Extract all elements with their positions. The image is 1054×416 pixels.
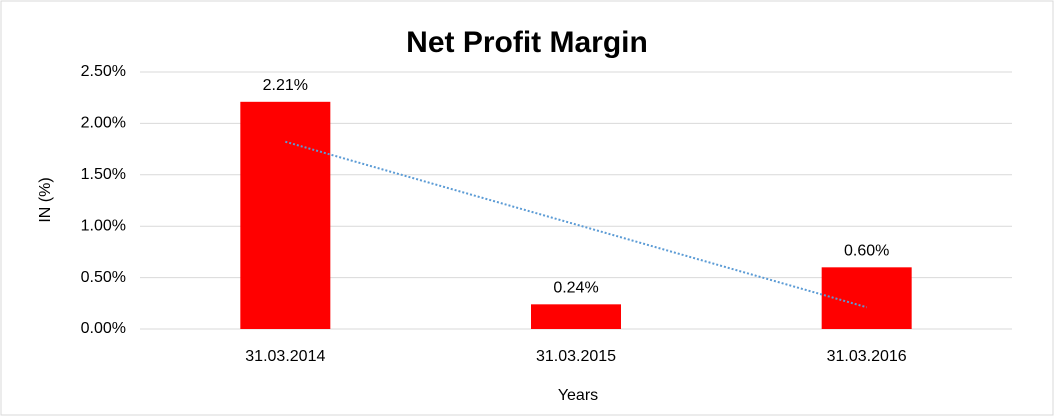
data-label: 0.24% bbox=[553, 280, 598, 297]
x-tick-label: 31.03.2015 bbox=[536, 348, 616, 365]
x-axis-title: Years bbox=[558, 387, 598, 404]
y-tick-label: 1.50% bbox=[81, 166, 126, 183]
chart-title: Net Profit Margin bbox=[406, 26, 648, 59]
y-tick-label: 1.00% bbox=[81, 217, 126, 234]
bar bbox=[240, 101, 331, 329]
y-tick-label: 0.50% bbox=[81, 269, 126, 286]
data-label: 0.60% bbox=[844, 243, 889, 260]
bar bbox=[531, 304, 621, 329]
y-tick-label: 0.00% bbox=[81, 320, 126, 337]
y-tick-label: 2.00% bbox=[81, 115, 126, 132]
x-tick-label: 31.03.2014 bbox=[245, 348, 325, 365]
data-label: 2.21% bbox=[263, 77, 308, 94]
y-tick-label: 2.50% bbox=[81, 63, 126, 80]
trendline bbox=[285, 140, 867, 309]
bar bbox=[821, 267, 912, 329]
y-axis-title: IN (%) bbox=[37, 177, 54, 222]
x-tick-label: 31.03.2016 bbox=[827, 348, 907, 365]
